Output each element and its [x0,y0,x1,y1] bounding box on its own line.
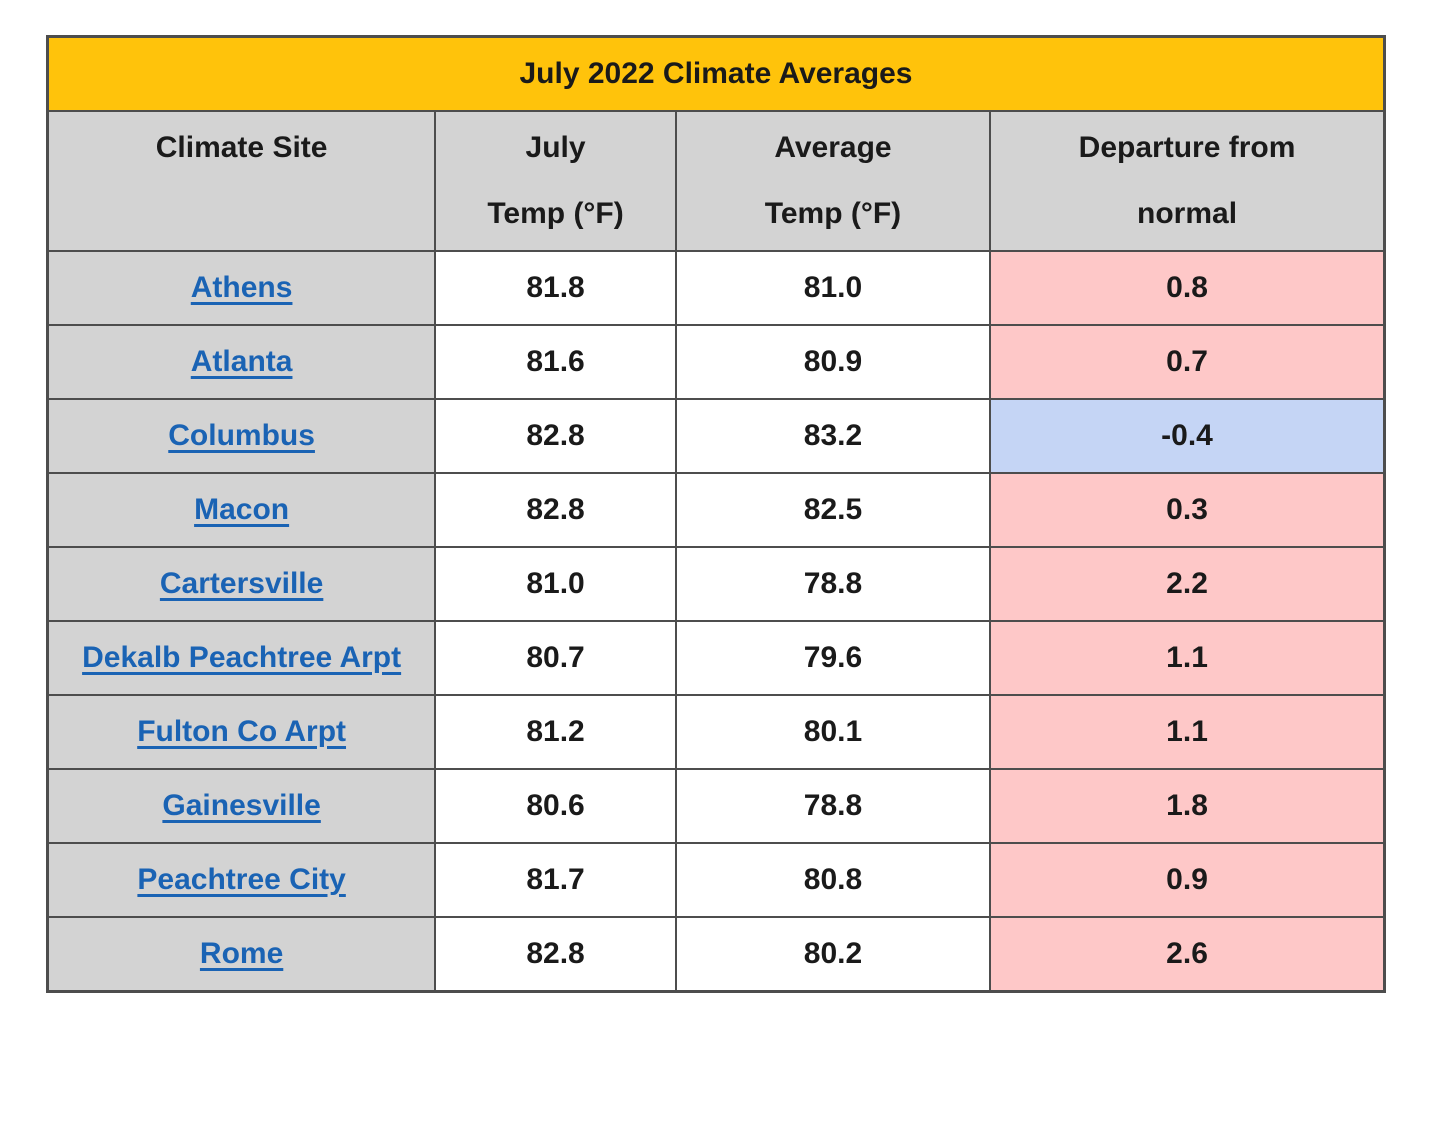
climate-site-link[interactable]: Dekalb Peachtree Arpt [82,641,402,674]
table-row: Athens 81.8 81.0 0.8 [46,250,1386,326]
climate-site-cell: Athens [46,250,437,326]
column-header-departure: Departure from normal [989,110,1386,252]
departure-value: 0.9 [989,842,1386,918]
departure-value: 1.8 [989,768,1386,844]
climate-site-link[interactable]: Gainesville [162,789,321,822]
departure-value: 0.7 [989,324,1386,400]
climate-site-link[interactable]: Rome [199,937,284,970]
table-row: Rome 82.8 80.2 2.6 [46,916,1386,993]
departure-value: 0.3 [989,472,1386,548]
average-temp-value: 78.8 [674,768,992,844]
departure-value: 1.1 [989,694,1386,770]
climate-site-cell: Dekalb Peachtree Arpt [46,620,437,696]
table-title: July 2022 Climate Averages [46,35,1386,112]
climate-averages-table: July 2022 Climate Averages Climate Site … [46,35,1386,993]
title-row: July 2022 Climate Averages [46,35,1386,112]
climate-site-cell: Macon [46,472,437,548]
july-temp-value: 81.7 [434,842,677,918]
average-temp-value: 80.8 [674,842,992,918]
july-temp-value: 81.6 [434,324,677,400]
july-temp-value: 82.8 [434,398,677,474]
july-temp-value: 82.8 [434,472,677,548]
climate-site-cell: Cartersville [46,546,437,622]
table-row: Gainesville 80.6 78.8 1.8 [46,768,1386,844]
climate-site-link[interactable]: Macon [194,493,290,526]
table-row: Cartersville 81.0 78.8 2.2 [46,546,1386,622]
climate-site-link[interactable]: Cartersville [159,567,324,600]
departure-value: 2.6 [989,916,1386,993]
departure-value: 1.1 [989,620,1386,696]
table-row: Atlanta 81.6 80.9 0.7 [46,324,1386,400]
column-header-climate-site: Climate Site [46,110,437,252]
column-header-row: Climate Site July Temp (°F) Average Temp… [46,110,1386,252]
climate-site-link[interactable]: Columbus [168,419,315,452]
column-header-july-temp: July Temp (°F) [434,110,677,252]
table-row: Columbus 82.8 83.2 -0.4 [46,398,1386,474]
climate-site-link[interactable]: Fulton Co Arpt [137,715,347,748]
climate-site-cell: Fulton Co Arpt [46,694,437,770]
table-row: Peachtree City 81.7 80.8 0.9 [46,842,1386,918]
average-temp-value: 80.2 [674,916,992,993]
departure-value: 2.2 [989,546,1386,622]
july-temp-value: 80.6 [434,768,677,844]
climate-site-link[interactable]: Athens [190,271,293,304]
climate-site-link[interactable]: Atlanta [190,345,293,378]
average-temp-value: 80.1 [674,694,992,770]
average-temp-value: 78.8 [674,546,992,622]
climate-site-cell: Atlanta [46,324,437,400]
departure-value: 0.8 [989,250,1386,326]
table-row: Dekalb Peachtree Arpt 80.7 79.6 1.1 [46,620,1386,696]
average-temp-value: 79.6 [674,620,992,696]
climate-site-cell: Peachtree City [46,842,437,918]
july-temp-value: 80.7 [434,620,677,696]
climate-site-cell: Columbus [46,398,437,474]
average-temp-value: 83.2 [674,398,992,474]
average-temp-value: 81.0 [674,250,992,326]
departure-value: -0.4 [989,398,1386,474]
average-temp-value: 80.9 [674,324,992,400]
column-header-average-temp: Average Temp (°F) [674,110,992,252]
july-temp-value: 81.2 [434,694,677,770]
july-temp-value: 81.0 [434,546,677,622]
july-temp-value: 82.8 [434,916,677,993]
climate-site-link[interactable]: Peachtree City [137,863,346,896]
july-temp-value: 81.8 [434,250,677,326]
climate-site-cell: Rome [46,916,437,993]
table-row: Fulton Co Arpt 81.2 80.1 1.1 [46,694,1386,770]
climate-site-cell: Gainesville [46,768,437,844]
table-row: Macon 82.8 82.5 0.3 [46,472,1386,548]
average-temp-value: 82.5 [674,472,992,548]
